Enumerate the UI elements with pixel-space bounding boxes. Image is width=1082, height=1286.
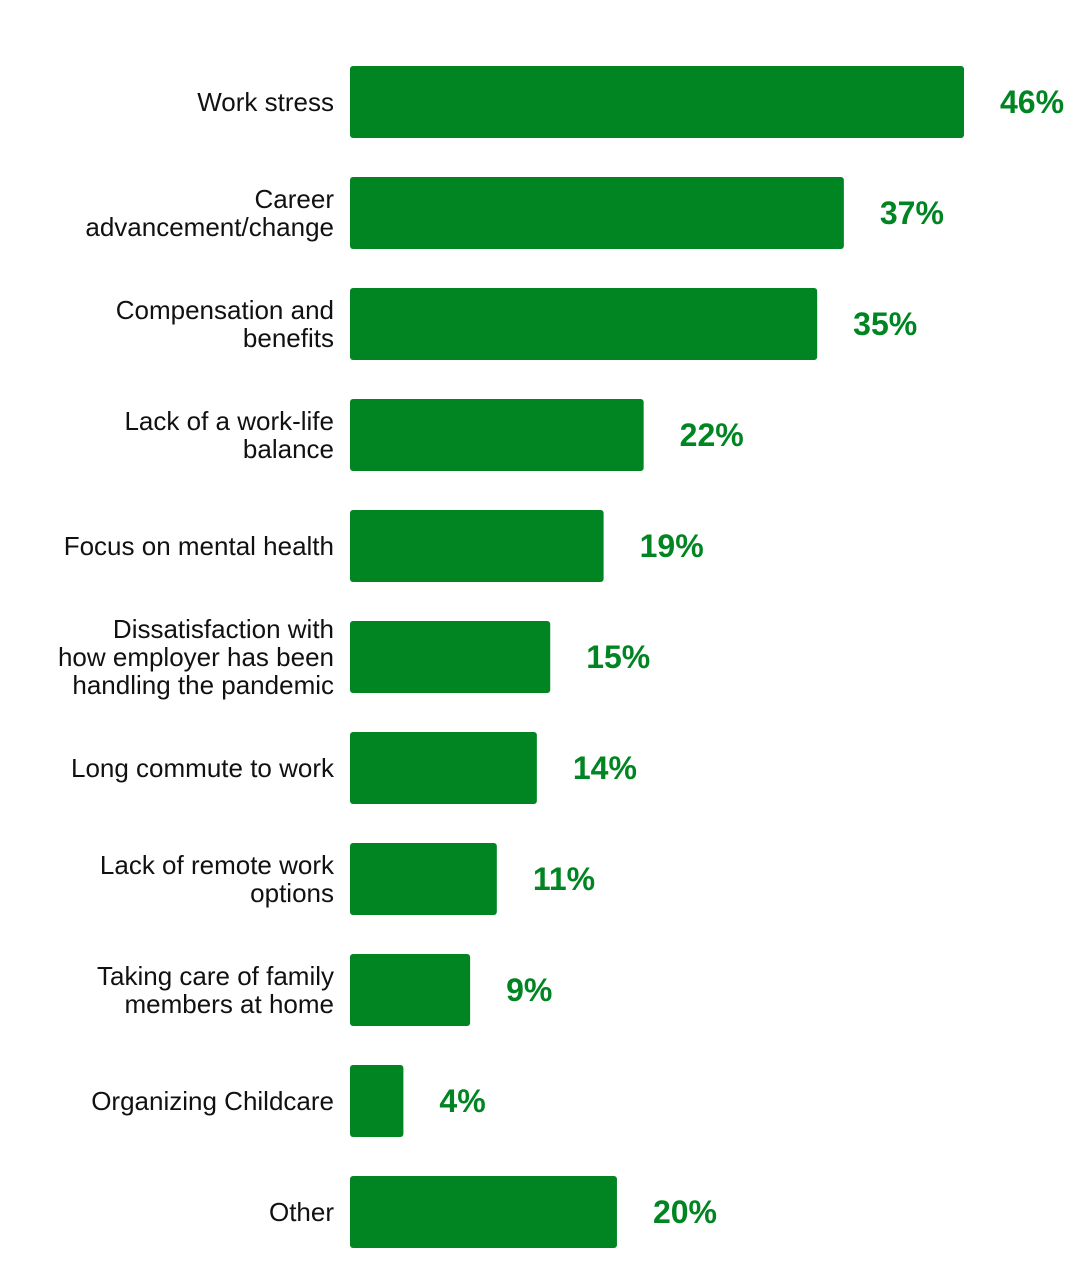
category-label-taking-care-of-family-members-at-home: Taking care of family members at home — [97, 961, 334, 1019]
bar-career-advancement-change — [350, 177, 844, 249]
value-label-long-commute-to-work: 14% — [573, 750, 637, 786]
bar-long-commute-to-work — [350, 732, 537, 804]
category-label-lack-of-remote-work-options: Lack of remote work options — [100, 850, 335, 908]
value-label-other: 20% — [653, 1194, 717, 1230]
value-label-work-stress: 46% — [1000, 84, 1064, 120]
bars-layer — [350, 66, 964, 1248]
category-label-lack-of-a-work-life-balance: Lack of a work-life balance — [124, 406, 334, 464]
bar-dissatisfaction-with-how-employer-has-been-handling-the-pandemic — [350, 621, 551, 693]
value-label-compensation-and-benefits: 35% — [853, 306, 917, 342]
category-label-long-commute-to-work: Long commute to work — [71, 753, 335, 783]
category-label-other: Other — [269, 1197, 334, 1227]
bar-lack-of-remote-work-options — [350, 843, 497, 915]
value-label-career-advancement-change: 37% — [880, 195, 944, 231]
value-label-dissatisfaction-with-how-employer-has-been-handling-the-pandemic: 15% — [586, 639, 650, 675]
value-label-focus-on-mental-health: 19% — [640, 528, 704, 564]
bar-organizing-childcare — [350, 1065, 404, 1137]
category-labels: Work stress Career advancement/change Compe… — [58, 87, 335, 1227]
value-label-organizing-childcare: 4% — [439, 1083, 485, 1119]
value-label-lack-of-a-work-life-balance: 22% — [680, 417, 744, 453]
bar-taking-care-of-family-members-at-home — [350, 954, 471, 1026]
value-label-taking-care-of-family-members-at-home: 9% — [506, 972, 552, 1008]
bar-other — [350, 1176, 617, 1248]
category-label-organizing-childcare: Organizing Childcare — [91, 1086, 334, 1116]
category-label-focus-on-mental-health: Focus on mental health — [64, 531, 334, 561]
category-label-career-advancement-change: Career advancement/change — [85, 184, 334, 242]
bar-focus-on-mental-health — [350, 510, 604, 582]
bar-lack-of-a-work-life-balance — [350, 399, 644, 471]
value-label-lack-of-remote-work-options: 11% — [533, 861, 595, 897]
category-label-compensation-and-benefits: Compensation and benefits — [116, 295, 334, 353]
value-labels: 46% 37% 35% 22% 19% 15% 14% 11% 9% 4% 20% — [439, 84, 1064, 1230]
category-label-work-stress: Work stress — [197, 87, 334, 117]
category-label-dissatisfaction-with-how-employer-has-been-handling-the-pandemic: Dissatisfaction with how employer has bee… — [58, 614, 334, 700]
bar-compensation-and-benefits — [350, 288, 818, 360]
bar-work-stress — [350, 66, 964, 138]
